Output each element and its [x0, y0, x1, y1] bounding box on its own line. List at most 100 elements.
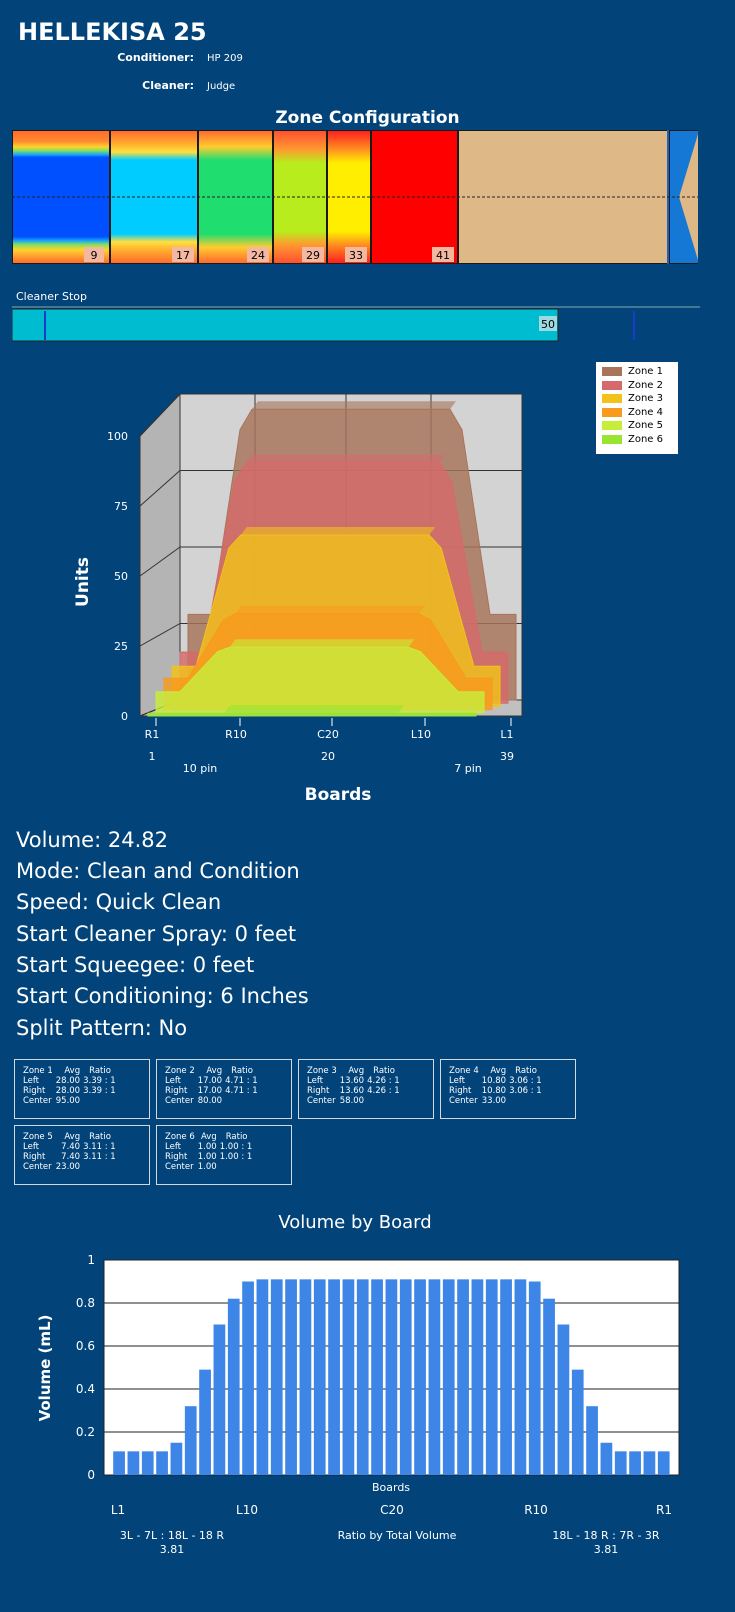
- volume-chart-ylabel: Volume (mL): [36, 1315, 54, 1422]
- right-ratio: 4.71 : 1: [225, 1086, 258, 1096]
- center-avg: 1.00: [197, 1162, 217, 1172]
- zone-marker: 24: [251, 249, 265, 262]
- chart3d-legend: Zone 1 Zone 2 Zone 3 Zone 4 Zone 5 Zone 6: [596, 362, 678, 454]
- x-tick-label: R1: [145, 728, 160, 741]
- volume-bar: [313, 1279, 326, 1475]
- y-tick-label: 0: [87, 1468, 95, 1482]
- volume-bar: [342, 1279, 355, 1475]
- zone-name: Zone 3: [307, 1066, 337, 1076]
- zone-marker: 17: [176, 249, 190, 262]
- ratio-left-value: 3.81: [160, 1543, 185, 1556]
- zone-marker: 33: [349, 249, 363, 262]
- left-ratio: 3.06 : 1: [509, 1076, 542, 1086]
- volume-bar: [657, 1451, 670, 1475]
- center-avg: 80.00: [197, 1096, 223, 1106]
- ratio-header: Ratio: [225, 1132, 248, 1142]
- y-tick-label: 0: [121, 710, 128, 723]
- volume-bar: [227, 1298, 240, 1475]
- ratio-center-label: Ratio by Total Volume: [338, 1529, 457, 1542]
- center-label: Center: [23, 1162, 52, 1172]
- x-tick-label: L1: [500, 728, 513, 741]
- cleaner-stop-bar: 50: [12, 306, 700, 342]
- right-label: Right: [165, 1086, 188, 1096]
- zone-summary-box: Zone 4 Avg Ratio Left 10.80 3.06 : 1 Right 10.8…: [440, 1059, 576, 1119]
- volume-bar: [528, 1281, 541, 1475]
- left-avg: 13.60: [339, 1076, 365, 1086]
- chart3d-xlabel: Boards: [305, 785, 372, 805]
- center-label: Center: [307, 1096, 336, 1106]
- legend-swatch: [602, 421, 622, 431]
- zone-area-top: [246, 454, 446, 463]
- left-label: Left: [449, 1076, 465, 1086]
- x-tick-label: R10: [524, 1503, 548, 1517]
- zone-name: Zone 1: [23, 1066, 53, 1076]
- volume-bar: [356, 1279, 369, 1475]
- x-tick-label: R1: [656, 1503, 672, 1517]
- volume-bar: [457, 1279, 469, 1475]
- legend-swatch: [602, 394, 622, 404]
- center-label: Center: [165, 1096, 194, 1106]
- legend-entry: Zone 5: [602, 419, 678, 433]
- left-label: Left: [165, 1142, 181, 1152]
- left-ratio: 4.71 : 1: [225, 1076, 258, 1086]
- legend-swatch: [602, 434, 622, 444]
- x-subtick-label: 39: [500, 750, 514, 763]
- zone-summary-box: Zone 3 Avg Ratio Left 13.60 4.26 : 1 Right 13.6…: [298, 1059, 434, 1119]
- pin-label: 10 pin: [183, 762, 218, 775]
- left-avg: 1.00: [197, 1142, 217, 1152]
- right-ratio: 3.39 : 1: [83, 1086, 116, 1096]
- volume-bar: [328, 1279, 340, 1475]
- center-label: Center: [23, 1096, 52, 1106]
- volume-bar: [543, 1298, 555, 1475]
- zone-marker: 29: [306, 249, 320, 262]
- right-label: Right: [165, 1152, 188, 1162]
- left-ratio: 3.11 : 1: [83, 1142, 116, 1152]
- volume-text: Volume: 24.82: [16, 828, 168, 852]
- center-avg: 33.00: [481, 1096, 507, 1106]
- right-avg: 1.00: [197, 1152, 217, 1162]
- zone-config-title: Zone Configuration: [275, 108, 460, 128]
- volume-bar: [242, 1281, 254, 1475]
- legend-swatch: [602, 407, 622, 417]
- y-tick-label: 0.4: [76, 1382, 95, 1396]
- right-label: Right: [23, 1152, 46, 1162]
- conditioning-text: Start Conditioning: 6 Inches: [16, 984, 309, 1008]
- center-label: Center: [449, 1096, 478, 1106]
- volume-bar: [643, 1451, 656, 1475]
- zone-name: Zone 6: [165, 1132, 195, 1142]
- cleaner-spray-text: Start Cleaner Spray: 0 feet: [16, 922, 297, 946]
- legend-swatch: [602, 380, 622, 390]
- volume-bar: [629, 1451, 641, 1475]
- cleaner-value: Judge: [207, 81, 236, 92]
- avg-header: Avg: [490, 1066, 507, 1076]
- legend-label: Zone 6: [628, 433, 663, 445]
- volume-bar: [285, 1279, 297, 1475]
- left-avg: 28.00: [55, 1076, 81, 1086]
- volume-bar: [600, 1442, 613, 1475]
- volume-bar: [184, 1406, 197, 1475]
- volume-bar: [270, 1279, 283, 1475]
- volume-bar: [586, 1406, 598, 1475]
- ratio-header: Ratio: [515, 1066, 537, 1076]
- avg-header: Avg: [348, 1066, 365, 1076]
- avg-header: Avg: [64, 1132, 81, 1142]
- right-avg: 10.80: [481, 1086, 507, 1096]
- right-avg: 17.00: [197, 1086, 223, 1096]
- left-ratio: 4.26 : 1: [367, 1076, 400, 1086]
- ratio-header: Ratio: [89, 1066, 111, 1076]
- volume-bar: [414, 1279, 426, 1475]
- y-tick-label: 1: [87, 1253, 95, 1267]
- page-title: HELLEKISA 25: [18, 18, 207, 46]
- cleaner-stop-label: Cleaner Stop: [16, 290, 88, 303]
- volume-bar: [170, 1442, 183, 1475]
- x-tick-label: L10: [236, 1503, 258, 1517]
- right-ratio: 3.06 : 1: [509, 1086, 542, 1096]
- left-ratio: 1.00 : 1: [219, 1142, 253, 1152]
- x-tick-label: L10: [411, 728, 431, 741]
- ratio-left-label: 3L - 7L : 18L - 18 R: [120, 1529, 224, 1542]
- volume-bar: [514, 1279, 527, 1475]
- legend-label: Zone 4: [628, 406, 663, 418]
- avg-header: Avg: [64, 1066, 81, 1076]
- conditioner-value: HP 209: [207, 53, 243, 64]
